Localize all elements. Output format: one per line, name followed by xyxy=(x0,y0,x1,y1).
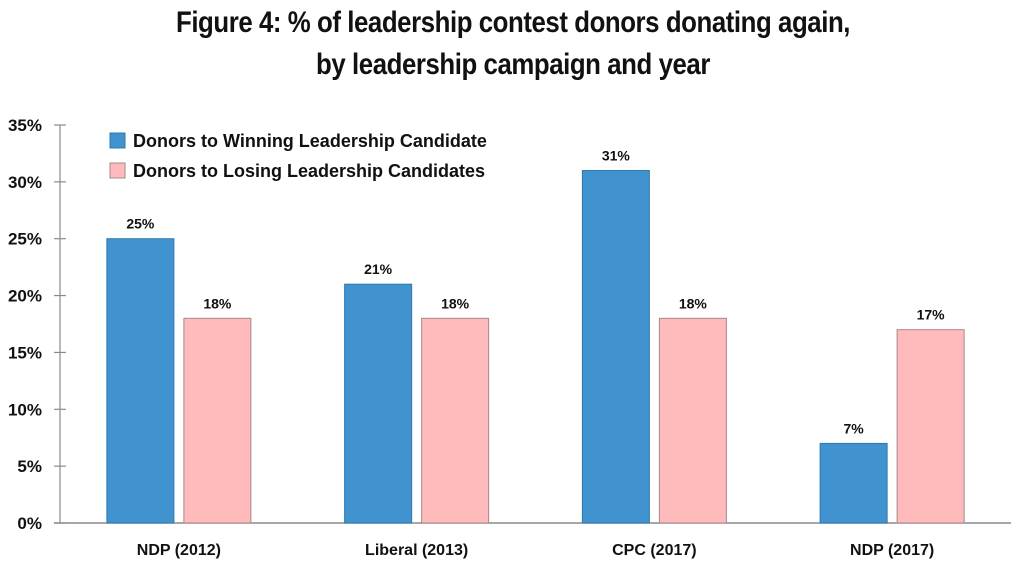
y-tick-label: 30% xyxy=(8,173,42,192)
axes: 0% 5% 10% 15% 20% 25% 30% 35% NDP (2012) Liberal … xyxy=(8,116,1011,559)
legend: Donors to Winning Leadership Candidate Do… xyxy=(109,131,487,181)
chart-title-line-1: Figure 4: % of leadership contest donors… xyxy=(175,6,851,39)
data-label: 7% xyxy=(844,420,865,436)
bar-losing xyxy=(896,329,965,524)
chart-title-line-2: by leadership campaign and year xyxy=(316,48,710,81)
x-category-label: NDP (2017) xyxy=(850,542,934,559)
y-tick-label: 10% xyxy=(8,400,42,419)
data-label: 21% xyxy=(364,261,393,277)
legend-swatch-losing xyxy=(109,162,126,179)
y-tick-label: 25% xyxy=(8,230,42,249)
bar-winning xyxy=(344,283,413,524)
y-tick-label: 5% xyxy=(17,457,42,476)
data-label: 18% xyxy=(203,295,232,311)
x-category-label: CPC (2017) xyxy=(612,542,696,559)
bar-losing xyxy=(183,317,252,524)
legend-swatch-winning xyxy=(109,132,126,149)
bar-winning xyxy=(819,442,888,524)
bar-winning xyxy=(106,238,175,524)
bar-winning xyxy=(581,169,650,524)
y-tick-label: 35% xyxy=(8,116,42,135)
y-tick-label: 0% xyxy=(17,514,42,533)
data-label: 25% xyxy=(126,216,155,232)
y-tick-label: 20% xyxy=(8,287,42,306)
bar-losing xyxy=(658,317,727,524)
data-label: 17% xyxy=(917,307,946,323)
data-label: 31% xyxy=(602,147,631,163)
legend-label-losing: Donors to Losing Leadership Candidates xyxy=(133,161,485,181)
bar-losing xyxy=(421,317,490,524)
data-label: 18% xyxy=(441,295,470,311)
x-category-label: Liberal (2013) xyxy=(365,542,468,559)
x-category-label: NDP (2012) xyxy=(137,542,221,559)
data-label: 18% xyxy=(679,295,708,311)
bars: 25% 18% 21% 18% 31% 18% 7% 17% xyxy=(106,147,965,524)
y-tick-label: 15% xyxy=(8,343,42,362)
legend-label-winning: Donors to Winning Leadership Candidate xyxy=(133,131,487,151)
